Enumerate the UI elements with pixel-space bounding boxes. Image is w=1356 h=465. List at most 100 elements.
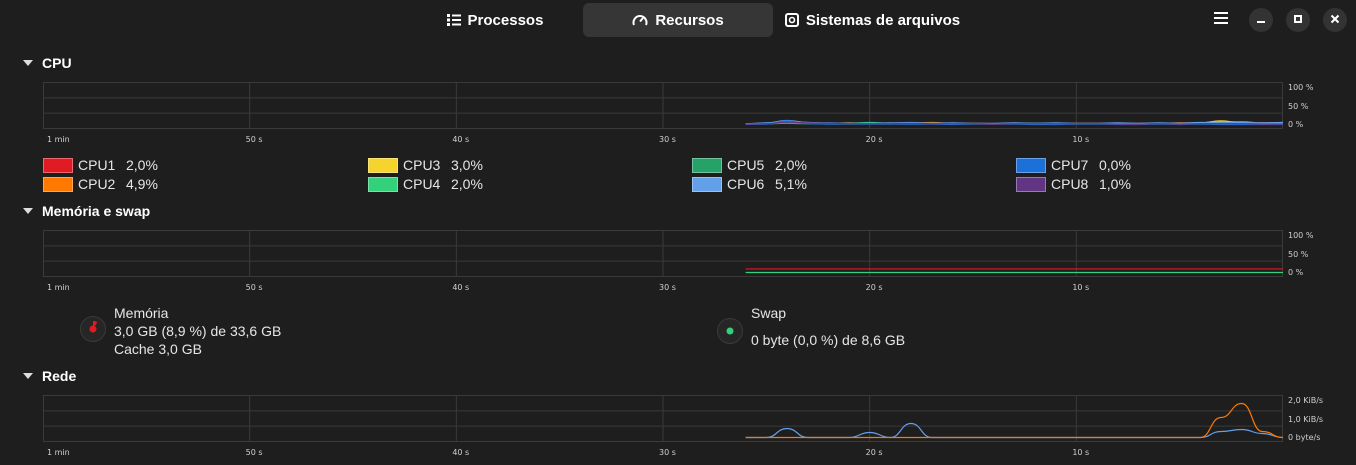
chart-plot [43, 395, 1284, 442]
memory-pie-slice [93, 321, 98, 329]
memory-section-title: Memória e swap [42, 203, 151, 219]
x-tick-label: 1 min [47, 448, 70, 457]
x-tick-label: 20 s [865, 448, 883, 457]
cpu-usage-value: 3,0% [451, 157, 483, 173]
cpu-legend-item[interactable]: CPU3 3,0% [368, 157, 483, 173]
x-tick-label: 20 s [865, 283, 883, 292]
tab-filesystems[interactable]: Sistemas de arquivos [780, 3, 965, 37]
memory-cache: Cache 3,0 GB [114, 341, 202, 357]
y-tick-label: 0 % [1288, 120, 1304, 129]
cpu-usage-value: 4,9% [126, 176, 158, 192]
cpu-usage-value: 1,0% [1099, 176, 1131, 192]
x-tick-label: 50 s [245, 135, 263, 144]
minimize-icon [1256, 11, 1266, 29]
y-tick-label: 1,0 KiB/s [1288, 414, 1324, 424]
cpu-color-swatch[interactable] [368, 176, 398, 192]
swap-title: Swap [751, 305, 787, 321]
cpu-legend-item[interactable]: CPU2 4,9% [43, 176, 158, 192]
x-tick-label: 40 s [452, 283, 470, 292]
cpu-legend-item[interactable]: CPU6 5,1% [692, 176, 807, 192]
x-tick-label: 1 min [47, 135, 70, 144]
memory-section-header[interactable]: Memória e swap [23, 203, 150, 219]
cpu-name: CPU8 [1051, 176, 1089, 192]
cpu-color-swatch[interactable] [1016, 157, 1046, 173]
swap-pie-icon [717, 318, 743, 344]
cpu-legend-item[interactable]: CPU1 2,0% [43, 157, 158, 173]
cpu-color-swatch[interactable] [43, 157, 73, 173]
cpu-name: CPU4 [403, 176, 441, 192]
minimize-button[interactable] [1249, 8, 1273, 32]
network-history-chart: 1 min 50 s 40 s 30 s 20 s 10 s 2,0 KiB/s 1,0 Ki… [43, 395, 1323, 465]
swap-usage: 0 byte (0,0 %) de 8,6 GB [751, 332, 906, 348]
collapse-triangle-icon [23, 373, 33, 379]
x-tick-label: 40 s [452, 448, 470, 457]
y-tick-label: 0 byte/s [1288, 433, 1321, 442]
x-tick-label: 30 s [659, 283, 676, 292]
main-menu-button[interactable] [1209, 8, 1233, 32]
list-icon [446, 13, 461, 27]
hamburger-menu-icon [1214, 11, 1228, 29]
chart-plot [43, 230, 1283, 277]
cpu-legend-item[interactable]: CPU5 2,0% [692, 157, 807, 173]
y-tick-label: 50 % [1288, 249, 1309, 259]
x-tick-label: 1 min [47, 283, 70, 292]
cpu-color-swatch[interactable] [1016, 176, 1046, 192]
x-tick-label: 30 s [659, 135, 676, 144]
cpu-legend-item[interactable]: CPU4 2,0% [368, 176, 483, 192]
tab-filesystems-label: Sistemas de arquivos [805, 11, 961, 29]
cpu-name: CPU3 [403, 157, 441, 173]
header-bar: Processos Recursos Sistemas de arquivos [0, 0, 1356, 40]
memory-info: Memória 3,0 GB (8,9 %) de 33,6 GB Cache … [114, 304, 281, 358]
cpu-section-header[interactable]: CPU [23, 55, 72, 71]
memory-usage: 3,0 GB (8,9 %) de 33,6 GB [114, 323, 282, 339]
y-tick-label: 50 % [1288, 101, 1309, 111]
cpu-name: CPU7 [1051, 157, 1089, 173]
disk-icon [784, 13, 799, 27]
cpu-usage-value: 5,1% [775, 176, 807, 192]
cpu-usage-value: 2,0% [775, 157, 807, 173]
cpu-section-title: CPU [42, 55, 72, 71]
memory-history-chart: 1 min 50 s 40 s 30 s 20 s 10 s 100 % 50 % 0 % [43, 230, 1313, 300]
x-tick-label: 10 s [1072, 448, 1090, 457]
y-tick-label: 100 % [1288, 231, 1314, 240]
cpu-legend-item[interactable]: CPU8 1,0% [1016, 176, 1131, 192]
cpu-usage-value: 2,0% [451, 176, 483, 192]
x-tick-label: 20 s [865, 135, 883, 144]
cpu-name: CPU1 [78, 157, 116, 173]
x-tick-label: 50 s [245, 283, 263, 292]
cpu-name: CPU5 [727, 157, 765, 173]
series-line-recebendo [745, 422, 1284, 439]
cpu-history-chart: 1 min 50 s 40 s 30 s 20 s 10 s 100 % 50 % 0 % [43, 82, 1313, 152]
cpu-color-swatch[interactable] [43, 176, 73, 192]
series-line-enviando [745, 402, 1284, 439]
x-tick-label: 30 s [659, 448, 676, 457]
cpu-color-swatch[interactable] [368, 157, 398, 173]
close-button[interactable] [1323, 8, 1347, 32]
maximize-button[interactable] [1286, 8, 1310, 32]
maximize-icon [1293, 11, 1303, 29]
tab-processes-label: Processos [467, 11, 544, 29]
x-tick-label: 10 s [1072, 135, 1090, 144]
collapse-triangle-icon [23, 60, 33, 66]
x-tick-label: 40 s [452, 135, 470, 144]
gauge-icon [632, 13, 648, 27]
cpu-usage-value: 0,0% [1099, 157, 1131, 173]
memory-pie-icon [80, 316, 106, 342]
cpu-legend-item[interactable]: CPU7 0,0% [1016, 157, 1131, 173]
tab-processes[interactable]: Processos [420, 3, 570, 37]
network-section-title: Rede [42, 368, 77, 384]
cpu-name: CPU6 [727, 176, 765, 192]
cpu-name: CPU2 [78, 176, 116, 192]
cpu-color-swatch[interactable] [692, 176, 722, 192]
chart-plot [43, 82, 1284, 129]
cpu-color-swatch[interactable] [692, 157, 722, 173]
tab-resources-label: Recursos [655, 11, 724, 29]
y-tick-label: 2,0 KiB/s [1288, 396, 1324, 405]
collapse-triangle-icon [23, 208, 33, 214]
close-icon [1330, 11, 1340, 29]
memory-title: Memória [114, 305, 169, 321]
tab-resources[interactable]: Recursos [583, 3, 773, 37]
network-section-header[interactable]: Rede [23, 368, 76, 384]
series-line-cpu8 [745, 121, 1283, 125]
swap-info: Swap 0 byte (0,0 %) de 8,6 GB [751, 304, 905, 349]
